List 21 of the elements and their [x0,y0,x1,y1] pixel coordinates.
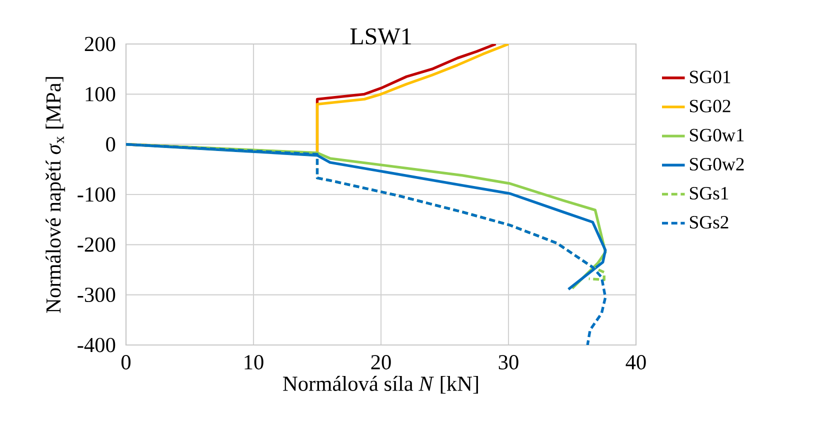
x-tick-label: 10 [244,355,264,370]
y-tick-label: 0 [106,137,116,152]
legend-label: SG0w2 [690,158,744,171]
x-tick-label: 30 [498,355,518,370]
y-tick-label: -200 [78,237,116,252]
legend-label: SG02 [690,100,730,112]
legend-label: SGs2 [690,216,728,229]
legend-label: SG01 [690,70,730,84]
legend-label: SGs1 [690,187,728,200]
x-tick-label: 20 [371,355,391,370]
legend-label: SG0w1 [690,128,744,142]
y-tick-label: -100 [78,187,116,202]
y-tick-label: 100 [86,86,116,102]
y-tick-label: 200 [84,36,116,52]
y-tick-label: -400 [78,338,116,352]
y-axis-title: Normálové napětí σ$_{x}$ [MPa] [46,77,66,313]
x-tick-label: 40 [626,355,646,370]
y-tick-label: -300 [78,288,116,302]
chart-title: LSW1 [350,28,411,45]
x-axis-title: Normálová síla N [kN] [283,376,478,394]
x-tick-label: 0 [121,355,131,370]
